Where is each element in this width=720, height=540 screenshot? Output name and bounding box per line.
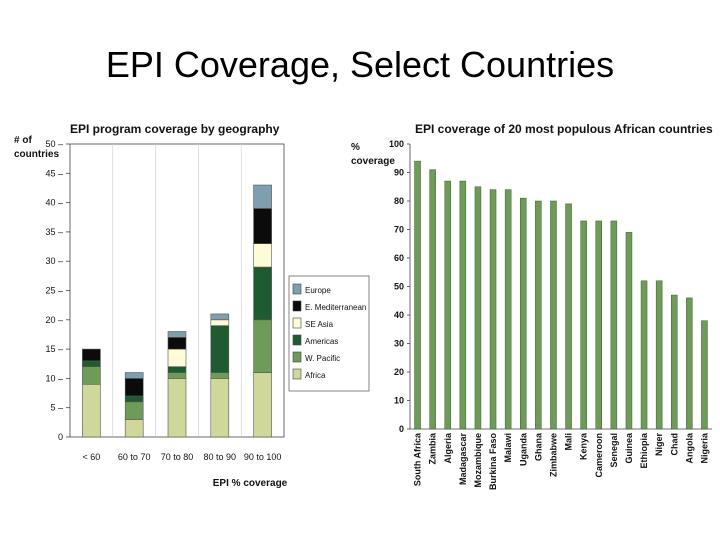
bar-segment-europe <box>253 184 272 209</box>
bar-segment-americas <box>82 360 101 367</box>
bar-segment-e-mediterranean <box>167 337 187 350</box>
y-axis-label: # of countries <box>14 135 59 160</box>
bar-segment-africa <box>253 372 272 438</box>
bar-segment-europe <box>210 313 230 321</box>
legend-swatch <box>292 283 302 295</box>
bar-segment-americas <box>167 366 187 373</box>
legend-swatch <box>292 368 302 380</box>
x-tick-label: 90 to 100 <box>244 452 282 462</box>
legend-swatch <box>292 300 302 312</box>
bar-segment-americas <box>210 325 230 373</box>
y-tick-label: 25 – <box>45 286 63 296</box>
y-tick-label: 40 – <box>45 198 63 208</box>
bar-segment-w-pacific <box>210 372 230 379</box>
bar-segment-americas <box>253 266 272 321</box>
x-axis-label: EPI % coverage <box>213 478 288 489</box>
bar-segment-se-asia <box>210 319 230 326</box>
bar-segment-africa <box>210 378 230 438</box>
legend-swatch <box>292 351 302 363</box>
y-tick-label: 0 <box>58 432 63 442</box>
slide-title: EPI Coverage, Select Countries <box>105 44 615 85</box>
chart-title: EPI program coverage by geography <box>70 122 280 136</box>
legend-swatch <box>292 317 302 329</box>
bar-segment-e-mediterranean <box>124 378 144 397</box>
x-tick-label: 70 to 80 <box>161 452 194 462</box>
y-tick-label: 35 – <box>45 227 63 237</box>
bar-segment-europe <box>167 331 187 338</box>
legend-label: W. Pacific <box>305 354 340 363</box>
bar-segment-w-pacific <box>253 319 272 373</box>
bar-segment-w-pacific <box>124 401 144 420</box>
x-tick-label: 80 to 90 <box>204 452 237 462</box>
x-tick-label: < 60 <box>83 452 101 462</box>
bar-segment-se-asia <box>167 348 187 367</box>
legend-label: E. Mediterranean <box>305 303 366 312</box>
legend-label: Europe <box>305 286 331 295</box>
bar-segment-europe <box>124 372 144 379</box>
y-tick-label: 45 – <box>45 168 63 178</box>
bar-segment-w-pacific <box>167 372 187 379</box>
bar-segment-e-mediterranean <box>82 348 101 362</box>
y-tick-label: 5 – <box>50 403 63 413</box>
legend: Europe E. Mediterranean SE Asia Americas W. … <box>288 275 370 392</box>
bar-segment-e-mediterranean <box>253 208 272 244</box>
y-tick-label: 20 – <box>45 315 63 325</box>
y-tick-label: 15 – <box>45 344 63 354</box>
legend-swatch <box>292 334 302 346</box>
y-tick-label: 10 – <box>45 373 63 383</box>
bar-segment-africa <box>124 419 144 438</box>
legend-label: Africa <box>305 371 326 380</box>
legend-label: Americas <box>305 337 338 346</box>
bar-segment-americas <box>124 395 144 403</box>
y-tick-label: 30 – <box>45 256 63 266</box>
bar-segment-w-pacific <box>82 366 101 385</box>
legend-label: SE Asia <box>305 320 334 329</box>
bar-segment-africa <box>167 378 187 438</box>
x-tick-label: 60 to 70 <box>118 452 151 462</box>
bar-segment-africa <box>82 383 101 438</box>
bar-segment-se-asia <box>253 243 272 268</box>
y-tick-label: 50 – <box>45 139 63 149</box>
legend-box <box>288 275 370 392</box>
